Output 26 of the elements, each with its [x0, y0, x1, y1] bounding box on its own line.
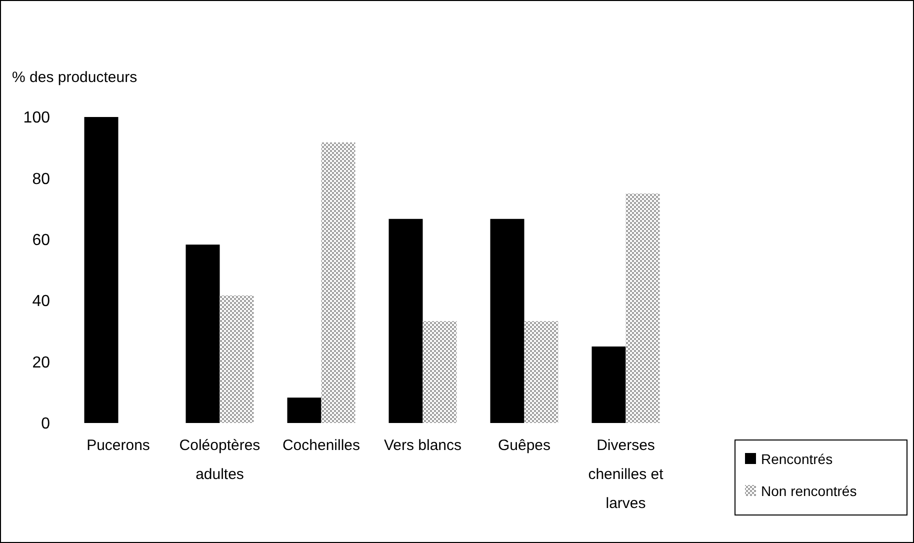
bar: [220, 295, 254, 423]
bar: [524, 321, 558, 423]
bar: [186, 244, 220, 423]
x-tick-label: Diverses chenilles et larves: [588, 437, 664, 512]
bar: [626, 194, 660, 423]
x-tick-label: Guêpes: [498, 437, 551, 454]
bar: [592, 346, 626, 423]
y-tick-label: 60: [32, 232, 50, 249]
x-tick-label: Cochenilles: [282, 437, 360, 454]
bar: [84, 117, 118, 423]
bar: [321, 142, 356, 423]
x-tick-label: Pucerons: [86, 437, 150, 454]
bar: [388, 218, 423, 423]
y-axis-title: % des producteurs: [12, 69, 138, 86]
x-tick-label: Vers blancs: [384, 437, 462, 454]
bar: [422, 321, 457, 423]
x-tick-label: Coléoptères adultes: [179, 437, 260, 483]
y-tick-label: 40: [32, 293, 50, 310]
legend-label: Non rencontrés: [761, 482, 857, 499]
bar: [490, 218, 524, 423]
legend-label: Rencontrés: [761, 450, 833, 467]
y-tick-label: 0: [41, 416, 50, 433]
bar: [287, 398, 322, 423]
y-tick-label: 100: [23, 110, 50, 127]
y-tick-label: 80: [32, 170, 50, 188]
y-tick-label: 20: [32, 354, 50, 372]
